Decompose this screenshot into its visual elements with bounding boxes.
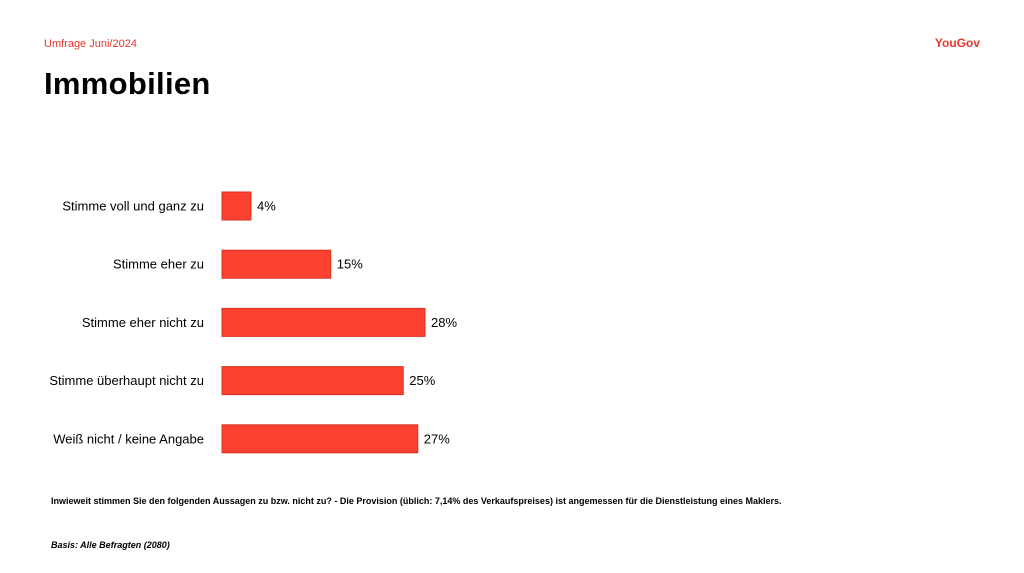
brand-logo: YouGov bbox=[934, 36, 980, 50]
bar bbox=[221, 307, 426, 337]
bar bbox=[221, 249, 332, 279]
category-label: Stimme überhaupt nicht zu bbox=[49, 373, 204, 388]
bar bbox=[221, 366, 404, 396]
question-text: Inwieweit stimmen Sie den folgenden Auss… bbox=[51, 496, 782, 506]
value-label: 27% bbox=[424, 431, 450, 446]
bar bbox=[221, 191, 252, 221]
category-label: Stimme eher zu bbox=[113, 257, 204, 272]
category-label: Stimme voll und ganz zu bbox=[62, 199, 204, 214]
category-label: Stimme eher nicht zu bbox=[82, 315, 204, 330]
category-label: Weiß nicht / keine Angabe bbox=[53, 431, 204, 446]
value-label: 4% bbox=[257, 199, 276, 214]
survey-label: Umfrage Juni/2024 bbox=[44, 38, 137, 50]
page-title: Immobilien bbox=[44, 66, 211, 101]
value-label: 28% bbox=[431, 315, 457, 330]
basis-note: Basis: Alle Befragten (2080) bbox=[51, 540, 170, 550]
value-label: 15% bbox=[337, 257, 363, 272]
bar bbox=[221, 424, 419, 454]
value-label: 25% bbox=[409, 373, 435, 388]
